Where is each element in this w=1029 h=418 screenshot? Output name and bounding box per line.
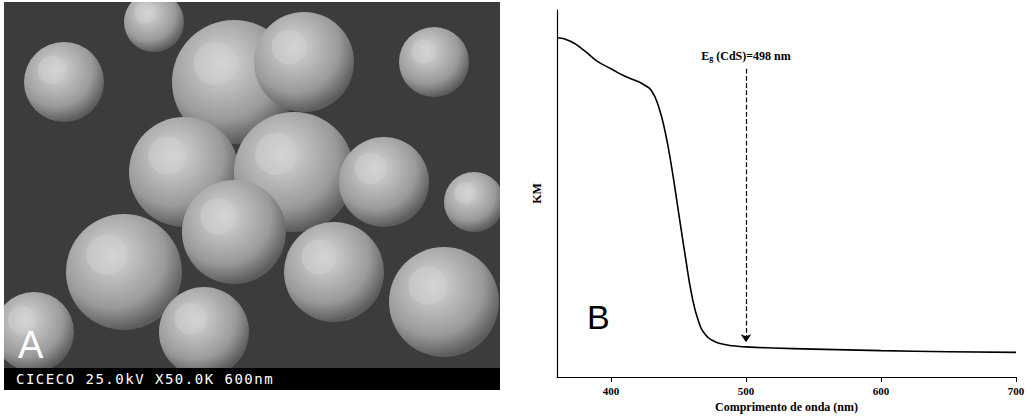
svg-text:A: A bbox=[18, 324, 44, 366]
svg-text:CICECO 25.0kV X50.0K 600nm: CICECO 25.0kV X50.0K 600nm bbox=[16, 371, 274, 387]
svg-text:KM: KM bbox=[530, 183, 544, 204]
svg-text:700: 700 bbox=[1008, 385, 1025, 397]
svg-text:B: B bbox=[587, 298, 610, 336]
svg-text:500: 500 bbox=[738, 385, 755, 397]
svg-text:400: 400 bbox=[603, 385, 620, 397]
svg-text:(CdS)=498 nm: (CdS)=498 nm bbox=[713, 49, 791, 63]
svg-text:E: E bbox=[701, 49, 709, 63]
svg-text:Comprimento de onda (nm): Comprimento de onda (nm) bbox=[715, 400, 858, 414]
svg-text:g: g bbox=[709, 54, 714, 64]
svg-text:600: 600 bbox=[873, 385, 890, 397]
